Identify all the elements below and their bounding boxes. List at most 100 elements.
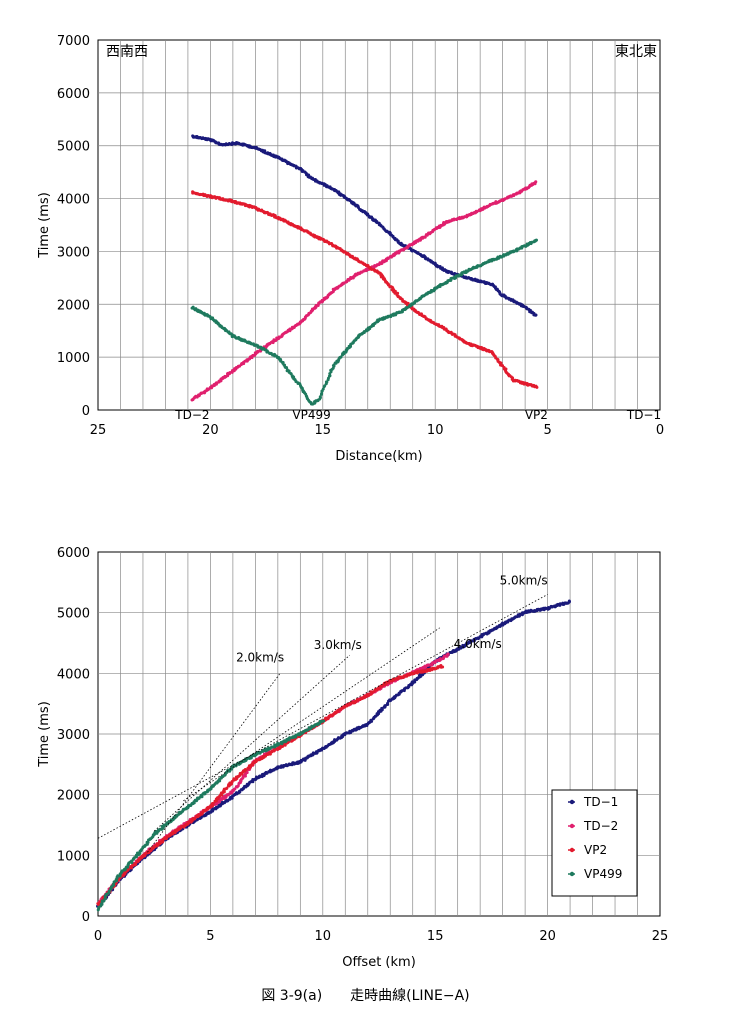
- station-label: VP2: [525, 408, 548, 422]
- x-tick-label: 5: [206, 929, 214, 944]
- data-point: [328, 374, 332, 378]
- x-axis-label: Distance(km): [335, 449, 422, 464]
- data-point: [535, 385, 539, 389]
- y-tick-label: 4000: [57, 193, 90, 208]
- data-point: [550, 605, 554, 609]
- data-point: [225, 786, 229, 790]
- data-point: [236, 784, 240, 788]
- data-point: [369, 718, 373, 722]
- data-point: [227, 792, 231, 796]
- velocity-reference-lines: 2.0km/s 3.0km/s 4.0km/s 5.0km/s: [97, 573, 548, 853]
- y-tick-label: 6000: [57, 87, 90, 102]
- station-label: TD−1: [626, 408, 661, 422]
- data-point: [502, 253, 506, 257]
- x-tick-labels: 0 5 10 15 20 25: [94, 929, 668, 944]
- data-point: [337, 736, 341, 740]
- data-point: [146, 840, 150, 844]
- data-point: [442, 654, 446, 658]
- data-point: [367, 693, 371, 697]
- data-point: [567, 599, 571, 603]
- x-tick-label: 10: [427, 423, 444, 438]
- velocity-line: [147, 673, 281, 853]
- data-point: [245, 770, 249, 774]
- series-trace-4: [190, 238, 538, 406]
- distance-time-chart: 0 1000 2000 3000 4000 5000 6000 7000 25 20 15 10 5 0…: [37, 34, 664, 464]
- station-markers: TD−2 VP499 VP2 TD−1: [174, 408, 661, 422]
- offset-time-chart: 0 1000 2000 3000 4000 5000 6000 0 5 10 15 20 25 2.0…: [37, 546, 668, 970]
- data-point: [423, 235, 427, 239]
- x-tick-label: 25: [652, 929, 669, 944]
- data-point: [107, 889, 111, 893]
- data-point: [518, 613, 522, 617]
- x-tick-label: 15: [315, 423, 332, 438]
- data-point: [441, 665, 445, 669]
- x-axis-label: Offset (km): [342, 955, 416, 970]
- data-point: [289, 372, 293, 376]
- x-tick-label: 10: [315, 929, 332, 944]
- y-tick-label: 1000: [57, 351, 90, 366]
- data-point: [339, 355, 343, 359]
- y-tick-label: 1000: [57, 849, 90, 864]
- data-point: [251, 780, 255, 784]
- data-point: [254, 775, 258, 779]
- x-tick-label: 25: [90, 423, 107, 438]
- data-point: [500, 364, 504, 368]
- series-VP499: [96, 719, 326, 912]
- station-label: VP499: [292, 408, 330, 422]
- data-point: [318, 395, 322, 399]
- data-point: [459, 645, 463, 649]
- velocity-label: 5.0km/s: [500, 573, 548, 587]
- station-label: TD−2: [174, 408, 209, 422]
- series-trace-1: [191, 134, 538, 317]
- grid: [98, 40, 660, 410]
- y-tick-label: 5000: [57, 140, 90, 155]
- velocity-label: 2.0km/s: [236, 650, 284, 664]
- data-point: [321, 387, 325, 391]
- legend-label: TD−1: [583, 795, 618, 809]
- velocity-label: 4.0km/s: [454, 637, 502, 651]
- data-point: [197, 813, 201, 817]
- data-point: [320, 391, 324, 395]
- x-tick-label: 0: [656, 423, 664, 438]
- series-trace-2: [190, 180, 538, 402]
- data-point: [534, 180, 538, 184]
- legend-label: VP499: [584, 867, 622, 881]
- data-point: [438, 657, 442, 661]
- y-tick-labels: 0 1000 2000 3000 4000 5000 6000 7000: [57, 34, 90, 419]
- y-tick-label: 7000: [57, 34, 90, 49]
- x-tick-label: 20: [539, 929, 556, 944]
- x-tick-label: 0: [94, 929, 102, 944]
- y-tick-label: 3000: [57, 245, 90, 260]
- y-tick-label: 2000: [57, 298, 90, 313]
- y-tick-label: 2000: [57, 789, 90, 804]
- corner-label-left: 西南西: [106, 44, 148, 60]
- y-tick-label: 3000: [57, 728, 90, 743]
- x-tick-label: 20: [202, 423, 219, 438]
- series-TD−1: [96, 599, 571, 908]
- data-point: [285, 366, 289, 370]
- data-point: [235, 791, 239, 795]
- data-point: [324, 380, 328, 384]
- data-point: [277, 742, 281, 746]
- y-tick-label: 5000: [57, 607, 90, 622]
- data-point: [103, 897, 107, 901]
- corner-label-right: 東北東: [615, 44, 657, 60]
- series-trace-3: [191, 190, 539, 389]
- y-tick-labels: 0 1000 2000 3000 4000 5000 6000: [57, 546, 90, 925]
- data-point: [104, 892, 108, 896]
- data-point: [210, 804, 214, 808]
- figure-caption: 図 3-9(a) 走時曲線(LINE−A): [261, 988, 470, 1004]
- data-point: [535, 238, 538, 242]
- legend-label: TD−2: [583, 819, 618, 833]
- velocity-label: 3.0km/s: [314, 638, 362, 652]
- data-point: [454, 274, 458, 278]
- y-tick-label: 0: [82, 404, 90, 419]
- data-point: [323, 384, 327, 388]
- x-tick-labels: 25 20 15 10 5 0: [90, 423, 664, 438]
- data-point: [244, 768, 248, 772]
- x-tick-label: 15: [427, 929, 444, 944]
- x-tick-label: 5: [543, 423, 551, 438]
- legend-label: VP2: [584, 843, 607, 857]
- data-point: [233, 787, 237, 791]
